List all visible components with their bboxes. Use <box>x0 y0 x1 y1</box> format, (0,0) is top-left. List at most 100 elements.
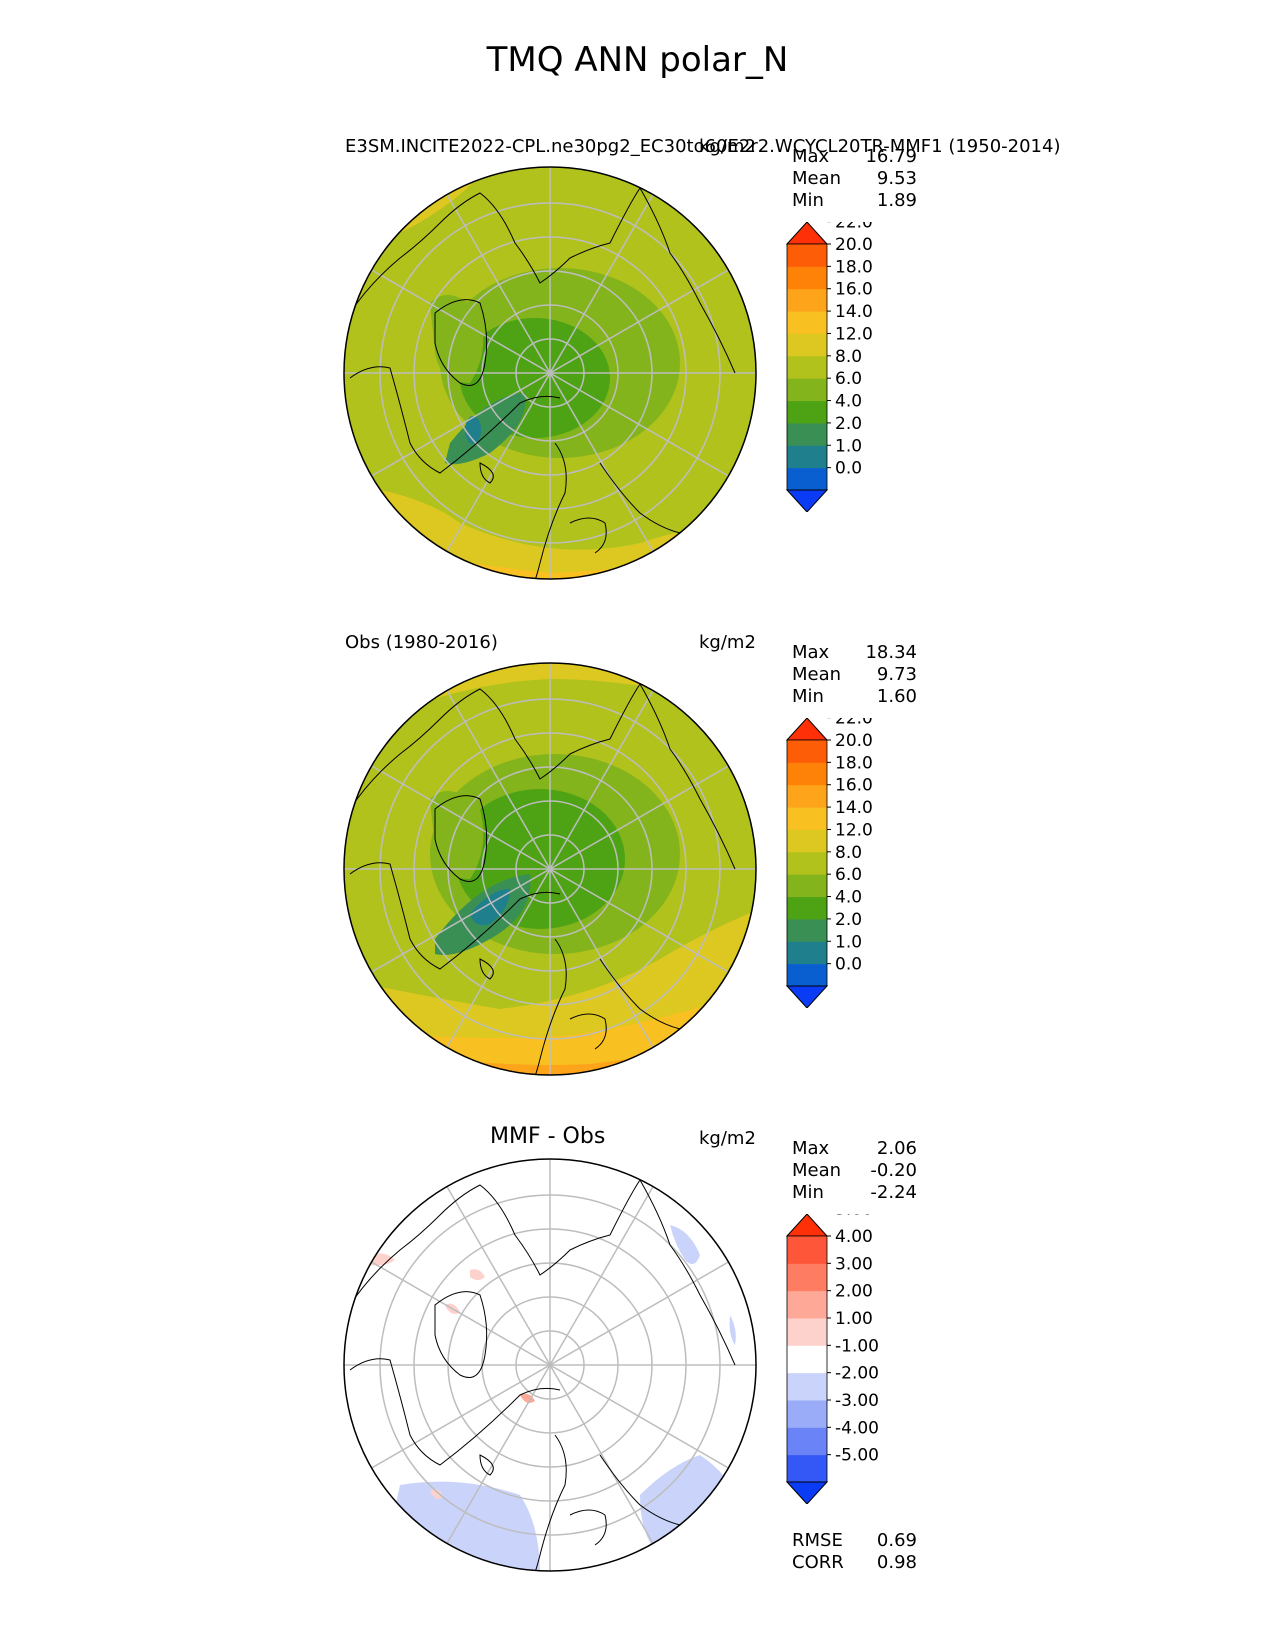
panel3-units: kg/m2 <box>699 1128 756 1149</box>
panel3-stat-mean: Mean -0.20 <box>792 1160 917 1182</box>
colorbar-segment <box>787 740 827 763</box>
colorbar-segment <box>787 467 827 491</box>
colorbar-segment <box>787 333 827 357</box>
colorbar-tick-label: 16.0 <box>835 776 873 796</box>
colorbar-segment <box>787 963 827 987</box>
panel1-title: E3SM.INCITE2022-CPL.ne30pg2_EC30to60E2r2… <box>345 136 1061 157</box>
stat-value: 9.73 <box>876 664 917 685</box>
colorbar-segment <box>787 266 827 290</box>
colorbar-tick-label: 16.0 <box>835 280 873 300</box>
panel1-stat-max: Max 16.79 <box>792 146 917 168</box>
colorbar-segment <box>787 422 827 446</box>
field-negative-region <box>670 1225 700 1264</box>
graticule <box>344 1159 756 1571</box>
colorbar-segment <box>787 1454 827 1483</box>
colorbar-segment <box>787 874 827 898</box>
colorbar-tick-label: 22.0 <box>835 718 873 729</box>
panel1-stat-mean: Mean 9.53 <box>792 168 917 190</box>
colorbar-tick-label: 1.0 <box>835 932 862 952</box>
colorbar-segment <box>787 445 827 469</box>
coastlines <box>349 683 736 1075</box>
colorbar-segment <box>787 896 827 920</box>
colorbar-tick-label: 1.00 <box>835 1309 873 1329</box>
map-boundary <box>343 662 757 1076</box>
colorbar-extend-min <box>785 1481 829 1504</box>
greenland-region <box>430 791 484 879</box>
colorbar-tick-label: 2.0 <box>835 910 862 930</box>
colorbar-segment <box>787 1236 827 1264</box>
colorbar-tick-label: 20.0 <box>835 235 873 255</box>
stat-label: RMSE <box>792 1530 843 1551</box>
colorbar-tick-label: 6.0 <box>835 865 862 885</box>
colorbar-tick-label: 4.0 <box>835 392 862 412</box>
colorbar-tick-label: 6.0 <box>835 369 862 389</box>
stat-label: Max <box>792 146 830 167</box>
panel2-title: Obs (1980-2016) <box>345 632 498 653</box>
colorbar-segment <box>787 288 827 312</box>
stat-value: 0.69 <box>876 1530 917 1551</box>
map-boundary <box>343 166 757 580</box>
stat-label: Min <box>792 190 824 211</box>
panel1-stat-min: Min 1.89 <box>792 190 917 212</box>
panel3-colorbar: -5.00 -4.00 -3.00 -2.00 -1.00 1.00 2.00 3.00 4.0… <box>785 1214 879 1504</box>
colorbar-tick-label: 3.00 <box>835 1254 873 1274</box>
stat-value: 9.53 <box>876 168 917 189</box>
greenland-region <box>430 295 484 383</box>
stat-label: CORR <box>792 1552 844 1573</box>
colorbar-tick-label: 8.0 <box>835 347 862 367</box>
graticule <box>344 663 756 1075</box>
colorbar-segment <box>787 1372 827 1401</box>
panel2-polar-map <box>343 662 757 1076</box>
colorbar-tick-label: 12.0 <box>835 324 873 344</box>
colorbar-segment <box>787 1345 827 1374</box>
colorbar-outline <box>786 739 828 987</box>
panel3-stat-max: Max 2.06 <box>792 1138 917 1160</box>
colorbar-segment <box>787 941 827 965</box>
field-negative-region <box>380 1481 540 1571</box>
colorbar-tick-label: 2.00 <box>835 1282 873 1302</box>
panel1-polar-map <box>343 166 757 580</box>
colorbar-tick-label: 2.0 <box>835 414 862 434</box>
stat-value: 1.60 <box>876 686 917 707</box>
colorbar-tick-label: -2.00 <box>835 1364 879 1384</box>
panel3-title: MMF - Obs <box>490 1124 606 1149</box>
colorbar-tick-label: 0.0 <box>835 955 862 975</box>
panel1-colorbar: 0.0 1.02.04.0 6.08.0 12.014.016.0 18.020.0 22… <box>785 222 873 512</box>
colorbar-tick-label: 4.00 <box>835 1227 873 1247</box>
stat-label: Mean <box>792 664 842 685</box>
colorbar-segment <box>787 244 827 267</box>
panel2-stat-min: Min 1.60 <box>792 686 917 708</box>
stat-label: Min <box>792 686 824 707</box>
colorbar-extend-min <box>785 489 829 512</box>
field-positive-region <box>470 1269 485 1280</box>
panel1-units: kg/m2 <box>699 136 756 157</box>
stat-value: 2.06 <box>876 1138 917 1159</box>
colorbar-segment <box>787 378 827 402</box>
field-contour-4 <box>445 393 526 465</box>
panel2-stat-max: Max 18.34 <box>792 642 917 664</box>
figure-title: TMQ ANN polar_N <box>486 40 789 80</box>
field-contour-2 <box>465 416 481 444</box>
panel2-units: kg/m2 <box>699 632 756 653</box>
colorbar-tick-label: -5.00 <box>835 1446 879 1466</box>
stat-label: Max <box>792 1138 830 1159</box>
colorbar-segment <box>787 1318 827 1346</box>
colorbar-segment <box>787 851 827 875</box>
map-boundary <box>343 1158 757 1572</box>
colorbar-extend-min <box>785 985 829 1008</box>
colorbar-segment <box>787 1290 827 1319</box>
colorbar-tick-label: -3.00 <box>835 1391 879 1411</box>
panel3-stat-corr: CORR 0.98 <box>792 1552 917 1574</box>
coastlines <box>349 187 736 579</box>
stat-value: 1.89 <box>876 190 917 211</box>
colorbar-segment <box>787 355 827 379</box>
stat-value: 0.98 <box>876 1552 917 1573</box>
colorbar-tick-label: -1.00 <box>835 1336 879 1356</box>
panel2-stat-mean: Mean 9.73 <box>792 664 917 686</box>
stat-value: -2.24 <box>870 1182 917 1203</box>
panel3-stat-min: Min -2.24 <box>792 1182 917 1204</box>
colorbar-tick-label: 18.0 <box>835 753 873 773</box>
colorbar-extend-max <box>785 1214 829 1237</box>
stat-value: -0.20 <box>870 1160 917 1181</box>
stat-value: 18.34 <box>865 642 917 663</box>
